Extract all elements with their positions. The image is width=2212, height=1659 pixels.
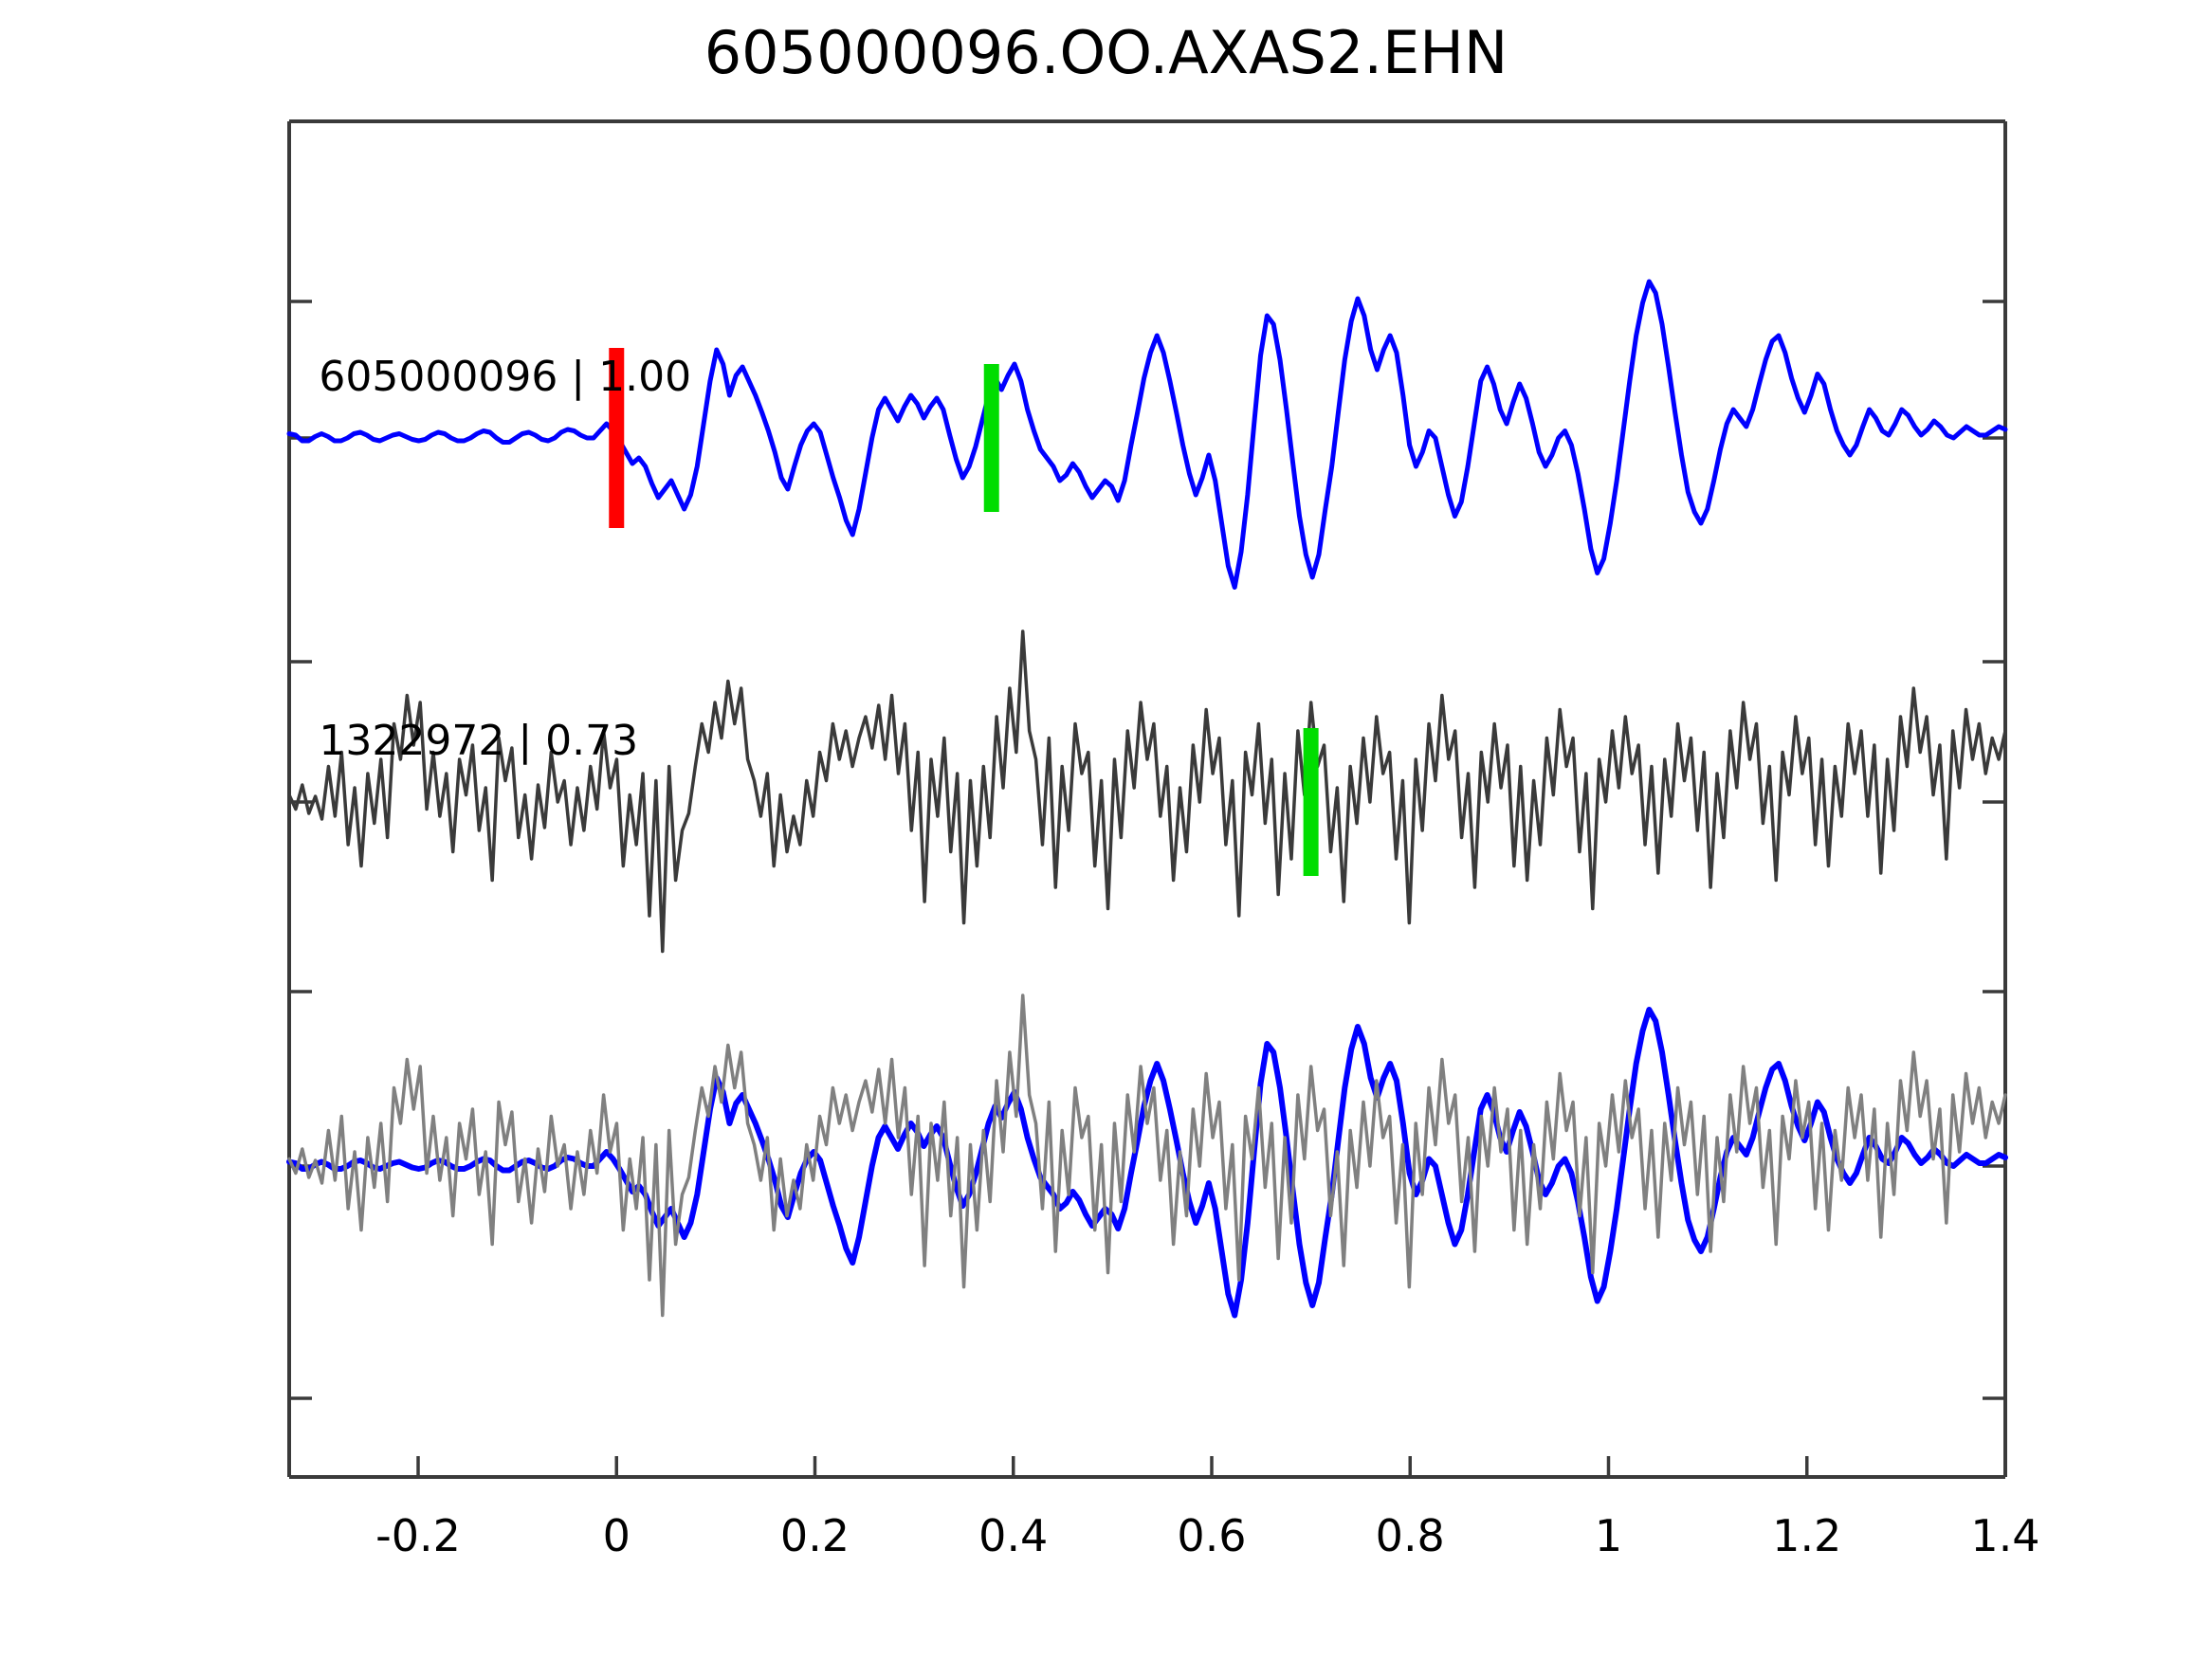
axis-ticks [289,300,2007,1477]
x-tick-label: 0.6 [1177,1510,1246,1561]
trace-1322972-overlay [287,994,2007,1318]
trace-lines [286,279,2008,1319]
p-pick-red [609,348,625,528]
trace2-label: 1322972 | 0.73 [319,717,638,765]
x-tick-label: -0.2 [375,1510,461,1561]
pick-markers [609,348,1319,876]
page-title: 605000096.OO.AXAS2.EHN [704,18,1508,87]
x-tick-label: 0.2 [780,1510,850,1561]
x-tick-label: 0.4 [978,1510,1048,1561]
x-tick-label: 1.2 [1772,1510,1841,1561]
x-tick-labels: -0.2 0 0.2 0.4 0.6 0.8 1 1.2 1.4 [375,1510,2039,1561]
trace-605000096 [286,279,2008,590]
s-pick-green-trace2 [1303,728,1319,876]
trace-labels: 605000096 | 1.00 1322972 | 0.73 [319,353,691,765]
axes-frame [287,119,2007,1479]
x-tick-label: 1.4 [1970,1510,2039,1561]
trace-1322972 [287,629,2007,954]
trace1-label: 605000096 | 1.00 [319,353,691,401]
s-pick-green-trace1 [983,364,999,512]
x-tick-label: 0.8 [1376,1510,1445,1561]
x-tick-label: 1 [1595,1510,1622,1561]
x-tick-label: 0 [603,1510,631,1561]
